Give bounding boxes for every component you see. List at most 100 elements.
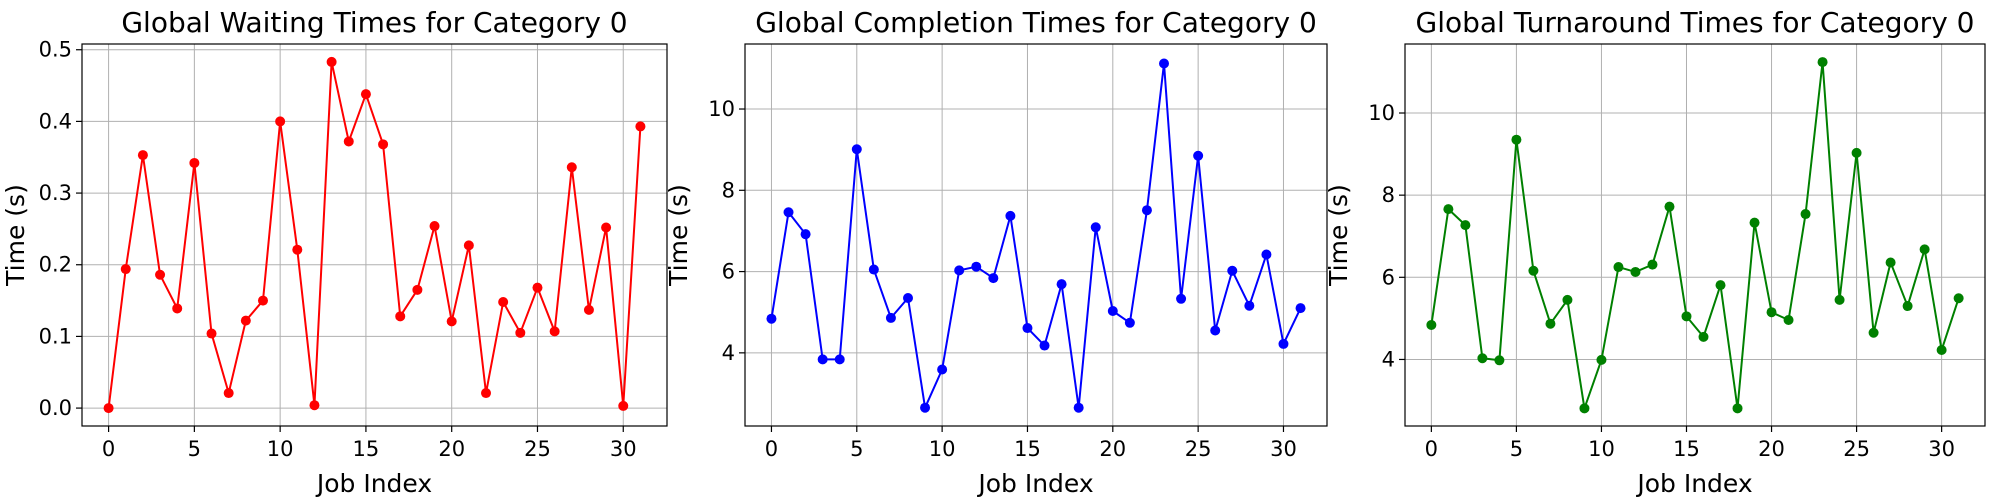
y-tick-label: 8 — [1382, 183, 1395, 207]
data-point — [920, 402, 931, 413]
data-point — [851, 144, 862, 155]
data-point — [1124, 317, 1135, 328]
data-point — [1817, 57, 1828, 68]
data-point — [481, 388, 492, 399]
data-point — [103, 403, 114, 414]
data-point — [549, 326, 560, 337]
data-point — [1953, 293, 1964, 304]
y-tick-label: 8 — [722, 178, 735, 202]
y-axis-label: Time (s) — [1324, 184, 1353, 287]
data-point — [1715, 280, 1726, 291]
data-point — [532, 282, 543, 293]
data-point — [1477, 353, 1488, 364]
data-point — [1107, 305, 1118, 316]
data-point — [1176, 293, 1187, 304]
y-tick-label: 0.2 — [39, 253, 72, 277]
data-point — [206, 328, 217, 339]
x-tick-label: 30 — [610, 437, 637, 461]
plot-frame — [744, 43, 1328, 427]
x-tick-label: 25 — [524, 437, 551, 461]
x-tick-label: 0 — [765, 437, 778, 461]
data-point — [463, 240, 474, 251]
data-point — [223, 388, 234, 399]
x-axis-label: Job Index — [315, 469, 432, 498]
data-point — [275, 116, 286, 127]
data-point — [515, 327, 526, 338]
data-point — [1210, 325, 1221, 336]
data-point — [1278, 338, 1289, 349]
data-point — [618, 400, 629, 411]
x-tick-label: 25 — [1185, 437, 1212, 461]
data-point — [1090, 222, 1101, 233]
x-tick-label: 10 — [1588, 437, 1615, 461]
data-point — [988, 273, 999, 284]
data-point — [1851, 147, 1862, 158]
x-tick-label: 15 — [1673, 437, 1700, 461]
data-point — [1227, 265, 1238, 276]
data-point — [1056, 279, 1067, 290]
data-point — [155, 269, 166, 280]
data-point — [1681, 311, 1692, 322]
data-point — [1664, 201, 1675, 212]
data-point — [817, 354, 828, 365]
data-point — [583, 304, 594, 315]
chart-panel-0: 0 5 10 15 20 25 30 0.0 0.1 0.2 0.3 0.4 0.5 Global Wai… — [1, 6, 668, 498]
data-point — [120, 264, 131, 275]
data-point — [1885, 257, 1896, 268]
data-point — [601, 222, 612, 233]
data-point — [1783, 315, 1794, 326]
data-point — [1244, 300, 1255, 311]
data-point — [1834, 294, 1845, 305]
x-tick-label: 20 — [1099, 437, 1126, 461]
y-tick-label: 0.5 — [39, 38, 72, 62]
data-point — [1630, 266, 1641, 277]
data-point — [1005, 210, 1016, 221]
data-point — [635, 121, 646, 132]
data-point — [1800, 209, 1811, 220]
data-point — [1193, 150, 1204, 161]
data-point — [137, 150, 148, 161]
chart-panel-2: 0 5 10 15 20 25 30 4 6 8 10 Global Turnaround Times… — [1324, 6, 1986, 498]
x-tick-label: 20 — [1758, 437, 1785, 461]
data-point — [902, 292, 913, 303]
chart-title: Global Turnaround Times for Category 0 — [1416, 6, 1975, 39]
data-point — [395, 311, 406, 322]
series-line — [1430, 61, 1960, 410]
x-tick-label: 30 — [1270, 437, 1297, 461]
data-point — [257, 295, 268, 306]
y-tick-label: 0.1 — [39, 324, 72, 348]
data-point — [1460, 220, 1471, 231]
y-tick-label: 6 — [722, 260, 735, 284]
data-point — [1443, 204, 1454, 215]
data-point — [834, 354, 845, 365]
y-axis-label: Time (s) — [664, 184, 693, 287]
data-point — [1579, 403, 1590, 414]
data-point — [343, 136, 354, 147]
series-line — [107, 60, 642, 409]
data-point — [1039, 340, 1050, 351]
data-point — [1647, 259, 1658, 270]
data-point — [885, 312, 896, 323]
x-tick-label: 30 — [1928, 437, 1955, 461]
data-point — [1613, 262, 1624, 273]
x-tick-label: 5 — [850, 437, 863, 461]
x-tick-label: 0 — [1425, 437, 1438, 461]
data-point — [1868, 327, 1879, 338]
y-tick-label: 6 — [1382, 265, 1395, 289]
y-tick-label: 0.4 — [39, 109, 72, 133]
data-point — [800, 229, 811, 240]
data-point — [1766, 307, 1777, 318]
data-point — [189, 157, 200, 168]
data-point — [292, 244, 303, 255]
data-point — [1749, 217, 1760, 228]
x-tick-label: 20 — [438, 437, 465, 461]
data-point — [566, 162, 577, 173]
data-point — [1919, 244, 1930, 255]
data-point — [1141, 205, 1152, 216]
data-point — [783, 207, 794, 218]
chart-panel-1: 0 5 10 15 20 25 30 4 6 8 10 Global Completion Times… — [664, 6, 1328, 498]
data-point — [1596, 354, 1607, 365]
data-point — [937, 364, 948, 375]
data-point — [1732, 403, 1743, 414]
